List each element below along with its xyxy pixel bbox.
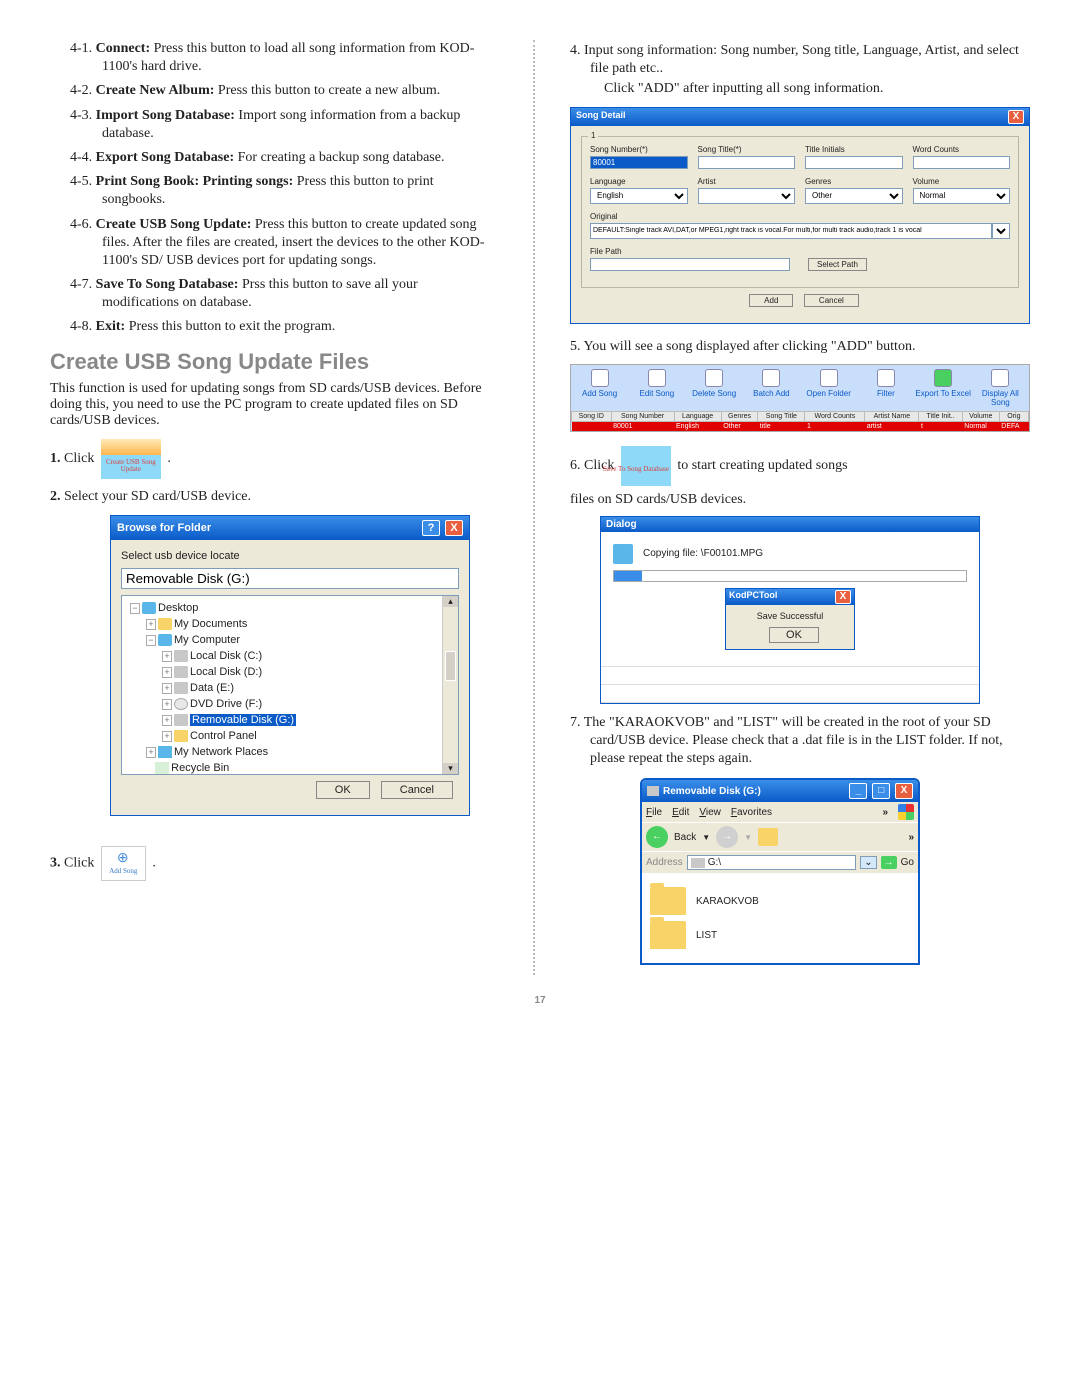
list-item: 4-6. Create USB Song Update: Press this … <box>50 216 498 271</box>
intro-text: This function is used for updating songs… <box>50 381 498 429</box>
list-item: 4-2. Create New Album: Press this button… <box>50 82 498 100</box>
list-item: 4-4. Export Song Database: For creating … <box>50 149 498 167</box>
word-counts-input[interactable] <box>913 156 1011 169</box>
ok-button[interactable]: OK <box>316 781 370 799</box>
close-icon[interactable]: X <box>1008 110 1024 124</box>
ok-button[interactable]: OK <box>769 627 819 643</box>
toolbar-button[interactable]: Batch Add <box>743 365 800 411</box>
cancel-button[interactable]: Cancel <box>381 781 453 799</box>
toolbar-button[interactable]: Edit Song <box>628 365 685 411</box>
file-path-input[interactable] <box>590 258 790 271</box>
up-folder-icon[interactable] <box>758 828 778 846</box>
folder-tree[interactable]: −Desktop +My Documents −My Computer +Loc… <box>121 595 459 775</box>
copy-dialog: Dialog Copying file: \F00101.MPG KodPCTo… <box>600 516 980 704</box>
close-icon[interactable]: X <box>445 520 463 536</box>
add-song-icon: Add Song <box>101 846 146 881</box>
section-heading: Create USB Song Update Files <box>50 349 498 375</box>
create-usb-icon: Create USB Song Update <box>101 439 161 479</box>
list-item: 4-5. Print Song Book: Printing songs: Pr… <box>50 173 498 209</box>
back-button[interactable]: ← <box>646 826 668 848</box>
explorer-window: Removable Disk (G:) _ □ X FileEditViewFa… <box>640 778 920 965</box>
folder-item[interactable]: KARAOKVOB <box>650 887 910 915</box>
volume-select[interactable]: Normal <box>913 188 1011 204</box>
artist-select[interactable] <box>698 188 796 204</box>
help-icon[interactable]: ? <box>422 520 440 536</box>
folder-path-input[interactable] <box>121 568 459 589</box>
address-dropdown[interactable]: ⌄ <box>860 856 876 869</box>
go-button[interactable]: → <box>881 856 897 869</box>
original-input[interactable] <box>590 223 992 239</box>
browse-folder-dialog: Browse for Folder ? X Select usb device … <box>110 515 470 816</box>
folder-icon <box>650 921 686 949</box>
step-4-text: 4. Input song information: Song number, … <box>570 42 1030 78</box>
list-item: 4-3. Import Song Database: Import song i… <box>50 107 498 143</box>
select-path-button[interactable]: Select Path <box>808 258 867 271</box>
toolbar-button[interactable]: Export To Excel <box>915 365 972 411</box>
song-detail-dialog: Song Detail X 1 Song Number(*) Song Titl… <box>570 107 1030 324</box>
list-item: 4-8. Exit: Press this button to exit the… <box>50 318 498 336</box>
forward-button[interactable]: → <box>716 826 738 848</box>
save-icon <box>613 544 633 564</box>
dialog-prompt: Select usb device locate <box>121 550 459 562</box>
close-icon[interactable]: X <box>835 590 851 604</box>
close-icon[interactable]: X <box>895 783 913 799</box>
dialog-title: Browse for Folder <box>117 522 211 534</box>
toolbar-button[interactable]: Display All Song <box>972 365 1029 411</box>
list-item: 4-1. Connect: Press this button to load … <box>50 40 498 76</box>
folder-item[interactable]: LIST <box>650 921 910 949</box>
success-dialog: KodPCToolX Save Successful OK <box>725 588 855 650</box>
maximize-icon[interactable]: □ <box>872 783 890 799</box>
progress-bar <box>613 570 967 582</box>
language-select[interactable]: English <box>590 188 688 204</box>
windows-logo-icon <box>898 804 914 820</box>
toolbar-button[interactable]: Delete Song <box>686 365 743 411</box>
song-number-input[interactable] <box>590 156 688 169</box>
address-bar[interactable]: G:\ <box>687 855 857 870</box>
save-to-database-icon: Save To Song Database <box>621 446 671 486</box>
add-button[interactable]: Add <box>749 294 793 307</box>
folder-icon <box>650 887 686 915</box>
menu-bar[interactable]: FileEditViewFavorites » <box>642 802 918 822</box>
toolbar-button[interactable]: Filter <box>857 365 914 411</box>
song-list-window: Add SongEdit SongDelete SongBatch AddOpe… <box>570 364 1030 432</box>
title-initials-input[interactable] <box>805 156 903 169</box>
list-item: 4-7. Save To Song Database: Prss this bu… <box>50 276 498 312</box>
cancel-button[interactable]: Cancel <box>804 294 859 307</box>
toolbar-button[interactable]: Add Song <box>571 365 628 411</box>
page-number: 17 <box>50 995 1030 1006</box>
minimize-icon[interactable]: _ <box>849 783 867 799</box>
toolbar-button[interactable]: Open Folder <box>800 365 857 411</box>
genres-select[interactable]: Other <box>805 188 903 204</box>
song-title-input[interactable] <box>698 156 796 169</box>
